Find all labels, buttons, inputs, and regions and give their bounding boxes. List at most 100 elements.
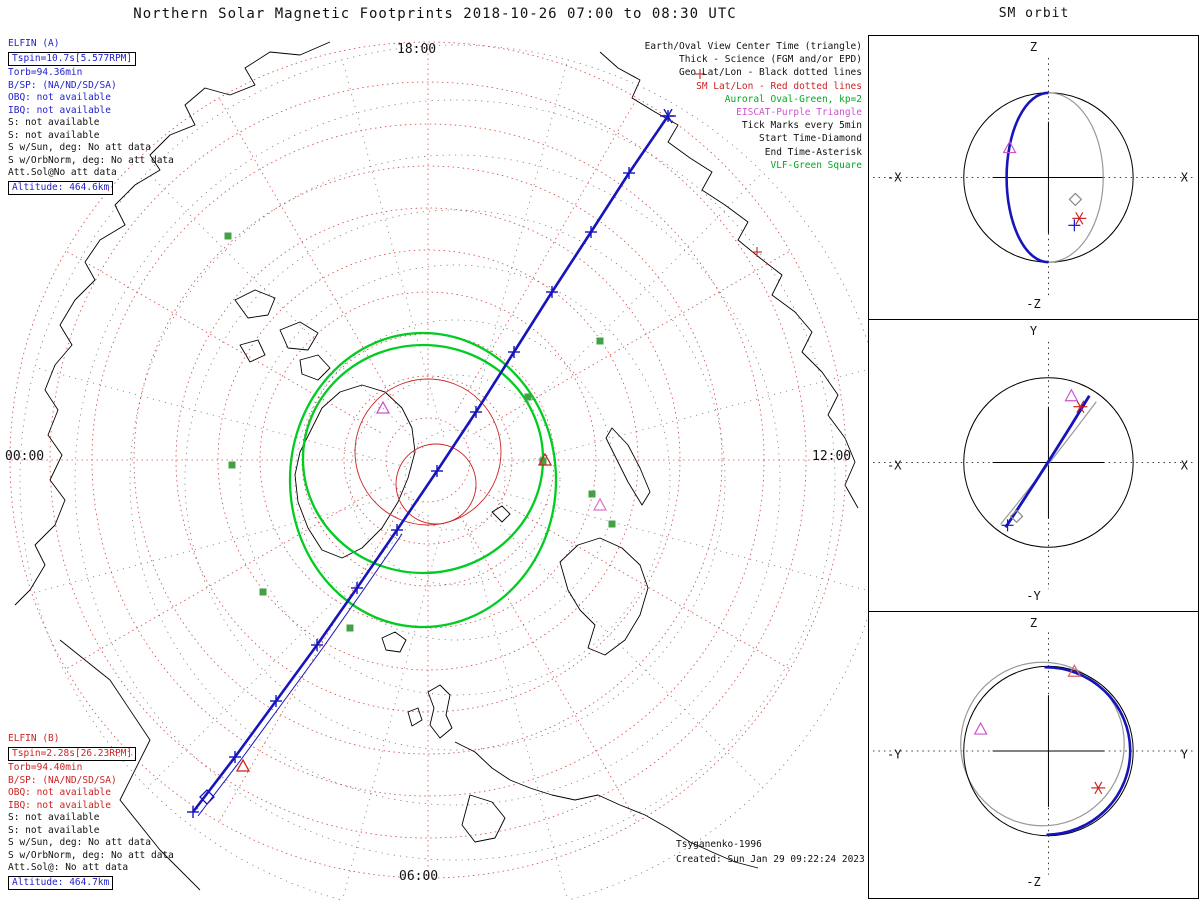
info-line: S: not available — [8, 129, 100, 141]
vlf-square — [259, 588, 267, 596]
eiscat-triangle — [1002, 140, 1017, 154]
mlt-label-12: 12:00 — [812, 449, 852, 464]
axis-label-top: Y — [1029, 324, 1038, 338]
info-line: IBQ: not available — [8, 799, 111, 811]
vlf-square — [228, 461, 236, 469]
geo-lon-spoke — [146, 171, 424, 449]
coastline-iberia — [461, 794, 506, 843]
sm-orbit-title: SM orbit — [998, 6, 1070, 21]
earth-circle — [963, 377, 1134, 548]
axis-label-right: X — [1180, 457, 1188, 472]
info-line: S: not available — [8, 812, 100, 823]
axis-label-bottom: -Z — [1026, 875, 1041, 889]
sm-lat-ring — [301, 333, 555, 587]
legend-line: Earth/Oval View Center Time (triangle) — [644, 41, 862, 52]
legend-line: VLF-Green Square — [770, 159, 862, 171]
elfin-a-info-block: ELFIN (A) Tspin=10.7s[5.577RPM] Torb=94.36… — [8, 38, 174, 196]
axis-label-left: -X — [887, 457, 902, 472]
station-triangle — [375, 400, 391, 414]
station-triangle — [537, 452, 553, 466]
orbit-near-arc — [1044, 665, 1132, 837]
track-plus — [1001, 519, 1014, 532]
geo-lat-ring — [129, 154, 781, 806]
credits: Tsyganenko-1996 Created: Sun Jan 29 09:2… — [676, 838, 865, 867]
vlf-square — [608, 520, 616, 528]
sm-reference-circle — [354, 378, 502, 526]
geo-lat-ring — [184, 209, 726, 751]
axis-label-top: Z — [1029, 616, 1038, 630]
sm-triangle — [1067, 664, 1082, 677]
orbit-far-circle — [960, 661, 1125, 827]
sm-lon-spoke — [218, 97, 401, 413]
info-line: S w/Sun, deg: No att data — [8, 142, 151, 153]
sm-orbit-panel-yz: Z -Z -Y Y — [869, 612, 1198, 897]
geo-lon-spoke — [486, 511, 764, 789]
vlf-square — [346, 624, 354, 632]
orbit-far-arc — [1048, 92, 1104, 263]
info-line: Torb=94.40min — [8, 762, 83, 773]
geo-lat-ring — [239, 264, 671, 696]
eiscat-triangle — [1064, 388, 1079, 402]
sm-reference-circle — [395, 443, 477, 525]
elfin-b-info-block: ELFIN (B) Tspin=2.28s[26.23RPM] Torb=94.40… — [8, 733, 174, 891]
sm-orbit-panels: Z -Z -X X — [868, 35, 1199, 899]
geo-lat-ring — [74, 99, 836, 861]
sm-lat-ring — [217, 249, 639, 671]
sm-lat-ring — [259, 291, 597, 629]
sm-orbit-panel-xy: Y -Y -X X — [869, 320, 1198, 612]
geo-lat-ring — [294, 319, 616, 641]
mlt-label-00: 00:00 — [5, 449, 45, 464]
legend-line: Tick Marks every 5min — [741, 120, 862, 132]
info-line: IBQ: not available — [8, 104, 111, 116]
legend-line: Auroral Oval-Green, kp=2 — [724, 93, 862, 105]
axis-label-right: Y — [1180, 746, 1188, 761]
coastline-scandinavia — [559, 537, 649, 656]
polar-map — [9, 41, 870, 900]
created-timestamp: Created: Sun Jan 29 09:22:24 2023 — [676, 853, 865, 865]
coastline-ireland — [407, 707, 423, 727]
sm-orbit-panel-xz: Z -Z -X X — [869, 36, 1198, 320]
coastline-arch-3 — [239, 339, 266, 363]
geo-lat-ring — [404, 429, 506, 531]
vlf-square — [539, 457, 547, 465]
mlt-label-06: 06:00 — [399, 869, 439, 884]
axis-label-bottom: -Y — [1026, 589, 1041, 603]
info-line: B/SP: (NA/ND/SD/SA) — [8, 79, 117, 91]
track-plus — [1068, 219, 1081, 232]
sm-orbit-xy-plot — [873, 341, 1194, 590]
station-triangle — [592, 497, 608, 511]
sm-lat-ring — [49, 81, 807, 839]
axis-label-left: -Y — [887, 746, 902, 761]
info-line: S: not available — [8, 824, 100, 836]
info-line: Altitude: 464.6km — [8, 180, 114, 195]
coastline-na-east — [59, 639, 201, 891]
sm-lat-ring — [133, 165, 723, 755]
info-line: Altitude: 464.7km — [8, 875, 114, 890]
axis-label-bottom: -Z — [1026, 297, 1041, 311]
vlf-square — [224, 232, 232, 240]
end-asterisk — [663, 108, 673, 124]
coastline-arch-1 — [234, 289, 276, 319]
auroral-oval — [288, 331, 558, 629]
coastline-greenland — [294, 384, 416, 559]
info-line: OBQ: not available — [8, 92, 111, 103]
axis-label-top: Z — [1029, 40, 1038, 54]
coastline-novaya-zemlya — [605, 427, 651, 506]
info-line: Tspin=2.28s[26.23RPM] — [8, 746, 137, 761]
legend-line: SM Lat/Lon - Red dotted lines — [696, 80, 862, 92]
coastline-siberia — [599, 51, 859, 509]
page-title: Northern Solar Magnetic Footprints 2018-… — [133, 6, 737, 22]
orbit-near-arc — [1005, 91, 1049, 264]
legend-line: Start Time-Diamond — [759, 133, 862, 145]
footprint-track — [191, 115, 670, 813]
info-line: S: not available — [8, 117, 100, 128]
start-diamond — [199, 789, 215, 805]
mlt-label-18: 18:00 — [397, 42, 437, 57]
info-line: ELFIN (A) — [8, 38, 60, 49]
geo-lon-spoke — [466, 523, 568, 900]
map-legend: Earth/Oval View Center Time (triangle) Th… — [645, 40, 862, 172]
info-line: S w/OrbNorm, deg: No att data — [8, 849, 174, 861]
eiscat-triangle — [973, 721, 988, 735]
sm-lat-ring — [343, 375, 513, 545]
info-line: ELFIN (B) — [8, 733, 60, 744]
